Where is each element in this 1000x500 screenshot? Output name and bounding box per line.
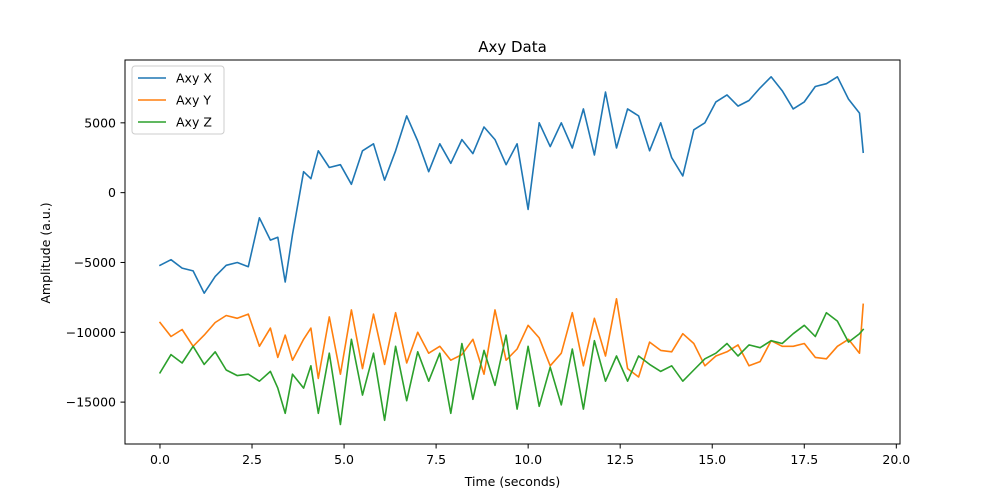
y-tick-label: 0 <box>108 185 116 200</box>
chart-title: Axy Data <box>478 38 547 56</box>
x-tick-label: 10.0 <box>514 452 542 467</box>
legend-label: Axy Y <box>176 93 211 108</box>
plot-area-frame <box>124 59 901 445</box>
x-tick-label: 17.5 <box>790 452 818 467</box>
x-tick-label: 12.5 <box>606 452 634 467</box>
x-tick-label: 7.5 <box>426 452 446 467</box>
y-tick-label: −10000 <box>66 325 116 340</box>
series-layer <box>158 76 865 426</box>
y-tick-label: −5000 <box>74 255 116 270</box>
y-tick-label: −15000 <box>66 395 116 410</box>
x-axis: 0.0 2.5 5.0 7.5 10.0 12.5 15.0 17.5 20.0 <box>150 444 910 467</box>
legend: Axy X Axy Y Axy Z <box>131 65 225 135</box>
x-tick-label: 0.0 <box>150 452 170 467</box>
series-line-axy-x <box>158 76 865 295</box>
series-line-axy-z <box>158 311 865 426</box>
y-axis: −15000 −10000 −5000 0 5000 <box>66 115 125 410</box>
series-line-axy-y <box>158 297 865 380</box>
legend-label: Axy Z <box>176 115 212 130</box>
legend-item: Axy X <box>138 71 212 86</box>
x-tick-label: 20.0 <box>882 452 910 467</box>
x-axis-label: Time (seconds) <box>464 474 560 489</box>
legend-label: Axy X <box>176 71 212 86</box>
x-tick-label: 5.0 <box>334 452 354 467</box>
legend-item: Axy Y <box>138 93 211 108</box>
legend-box <box>131 65 225 135</box>
legend-item: Axy Z <box>138 115 212 130</box>
y-tick-label: 5000 <box>84 115 116 130</box>
x-tick-label: 2.5 <box>242 452 262 467</box>
x-tick-label: 15.0 <box>698 452 726 467</box>
y-axis-label: Amplitude (a.u.) <box>38 202 53 303</box>
